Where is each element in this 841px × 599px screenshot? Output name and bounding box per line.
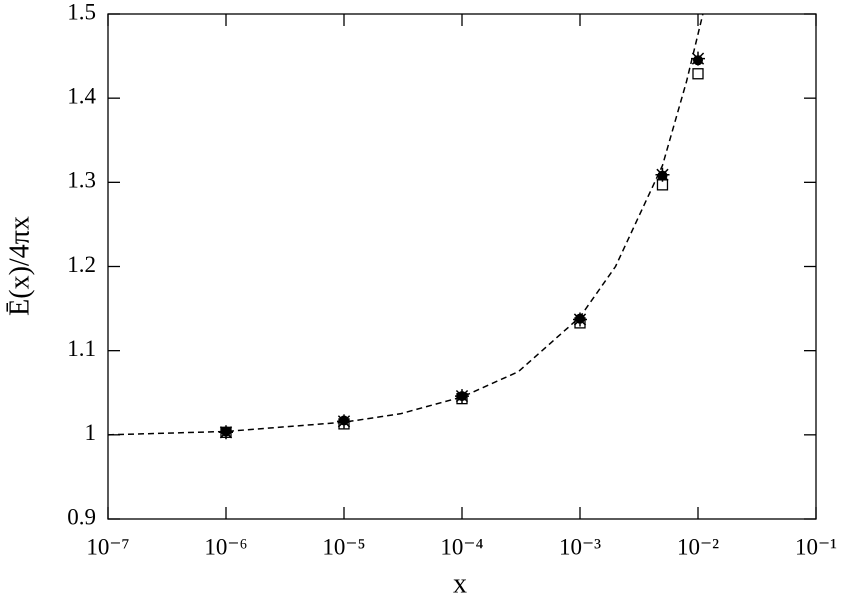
y-tick-label: 1 — [85, 420, 97, 445]
point — [337, 414, 351, 429]
point — [692, 68, 704, 80]
x-tick-label: 10⁻¹ — [795, 534, 837, 559]
x-tick-label: 10⁻⁴ — [440, 534, 483, 559]
x-tick-label: 10⁻⁷ — [86, 534, 129, 559]
point — [655, 167, 670, 182]
y-axis-label: Ē(x)/4πx — [4, 216, 35, 316]
y-tick-label: 0.9 — [67, 504, 96, 529]
point — [691, 51, 705, 66]
x-tick-label: 10⁻⁶ — [204, 534, 247, 559]
point — [573, 312, 587, 327]
x-tick-label: 10⁻⁵ — [322, 534, 365, 559]
x-axis-label: x — [453, 568, 467, 599]
x-tick-label: 10⁻² — [677, 534, 719, 559]
y-tick-label: 1.5 — [67, 0, 96, 24]
y-tick-label: 1.2 — [67, 252, 96, 277]
fit-curve — [108, 14, 704, 436]
y-tick-label: 1.4 — [67, 83, 96, 108]
y-tick-label: 1.3 — [67, 168, 96, 193]
y-tick-label: 1.1 — [67, 336, 96, 361]
point — [219, 425, 233, 440]
x-tick-label: 10⁻³ — [559, 534, 601, 559]
point — [455, 389, 469, 404]
plot-frame — [107, 13, 817, 520]
